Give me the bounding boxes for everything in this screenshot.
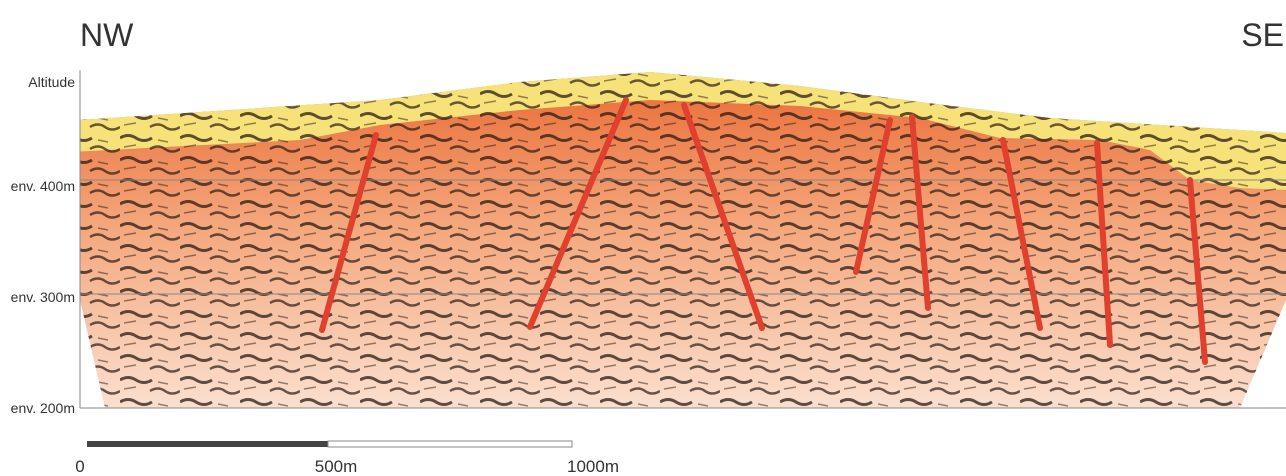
direction-left: NW xyxy=(80,17,134,53)
axis-title: Altitude xyxy=(28,74,75,90)
scale-label: 0 xyxy=(75,457,84,476)
direction-right: SE xyxy=(1241,17,1284,53)
altitude-label: env. 300m xyxy=(11,289,75,305)
altitude-label: env. 200m xyxy=(11,400,75,416)
seismic-section: NW SE Altitude env. 400m env. 300m env. … xyxy=(0,0,1286,476)
scale-label: 1000m xyxy=(567,457,619,476)
altitude-label: env. 400m xyxy=(11,178,75,194)
scale-bar xyxy=(87,441,572,447)
scale-label: 500m xyxy=(315,457,358,476)
